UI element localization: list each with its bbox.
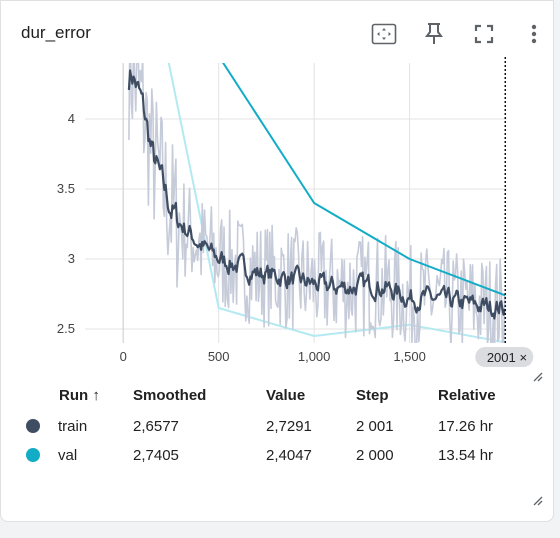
run-name: val — [58, 447, 78, 464]
fit-domain-icon[interactable] — [369, 19, 399, 49]
col-header-relative[interactable]: Relative — [438, 387, 496, 404]
fullscreen-icon[interactable] — [469, 19, 499, 49]
train-raw-line — [128, 63, 506, 343]
run-color-dot — [26, 448, 40, 462]
raw-value: 2,7291 — [266, 418, 312, 435]
relative-value: 17.26 hr — [438, 418, 494, 435]
raw-value: 2,4047 — [266, 447, 312, 464]
col-header-value[interactable]: Value — [266, 387, 306, 404]
plot-area — [127, 63, 506, 343]
run-color-dot — [26, 419, 40, 433]
hover-step-badge — [475, 347, 534, 367]
step-value: 2 001 — [356, 418, 394, 435]
step-value: 2 000 — [356, 447, 394, 464]
relative-value: 13.54 hr — [438, 447, 494, 464]
line-chart[interactable]: 0 500 1,000 1,500 2.5 3 3.5 4 2001 × — [1, 57, 555, 377]
x-tick-label: 1,000 — [298, 349, 331, 364]
col-header-run[interactable]: Run ↑ — [59, 387, 100, 404]
y-tick-label: 3 — [68, 251, 75, 266]
hover-step-label: 2001 — [487, 350, 516, 365]
resize-handle-icon[interactable] — [533, 369, 543, 382]
y-tick-label: 2.5 — [57, 321, 75, 336]
y-tick-label: 3.5 — [57, 181, 75, 196]
more-vert-icon[interactable] — [519, 19, 549, 49]
run-name: train — [58, 418, 88, 435]
x-tick-label: 1,500 — [393, 349, 426, 364]
x-tick-label: 0 — [120, 349, 127, 364]
train-smoothed-line — [127, 69, 506, 320]
val-smoothed-line — [222, 63, 506, 297]
card-title: dur_error — [21, 23, 91, 42]
chart-card: dur_error 0 500 1,000 1,500 2.5 3 3.5 4 2001 × Ru… — [0, 0, 554, 522]
smoothed-value: 2,6577 — [133, 418, 179, 435]
col-header-step[interactable]: Step — [356, 387, 389, 404]
pin-icon[interactable] — [419, 19, 449, 49]
hover-close-icon[interactable]: × — [519, 350, 527, 365]
y-tick-label: 4 — [68, 111, 75, 126]
x-tick-label: 500 — [208, 349, 230, 364]
col-header-smoothed[interactable]: Smoothed — [133, 387, 207, 404]
resize-handle-icon[interactable] — [533, 493, 543, 506]
smoothed-value: 2,7405 — [133, 447, 179, 464]
val-raw-line — [167, 63, 506, 343]
